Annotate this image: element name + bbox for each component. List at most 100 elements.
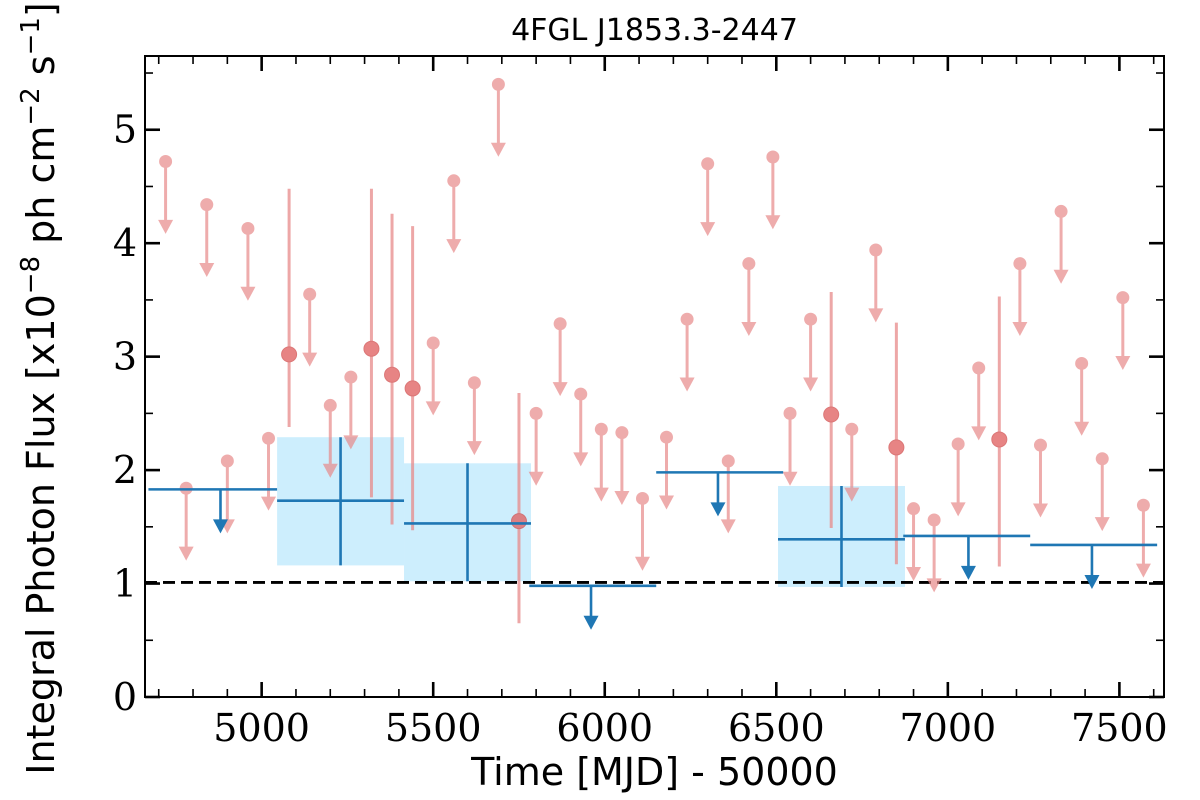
y-tick-label: 2	[113, 448, 137, 492]
short-upper-limit-3	[178, 481, 194, 561]
long-upper-limit-1	[529, 584, 657, 630]
short-ul-point	[467, 376, 481, 390]
short-ul-arrowhead	[971, 426, 987, 441]
long-upper-limit-2	[656, 471, 784, 517]
short-ul-point	[869, 243, 883, 257]
short-ul-arrowhead	[322, 463, 338, 478]
short-ul-point	[972, 361, 986, 375]
short-ul-arrowhead	[1032, 503, 1048, 518]
short-detection-1	[363, 188, 380, 498]
short-upper-limit-29	[906, 502, 922, 582]
axis-ticks: 5000 5500 6000 6500 7000 7500 0 1 2 3 4 5	[113, 56, 1168, 750]
short-ul-arrowhead	[720, 519, 736, 534]
short-ul-arrowhead	[700, 222, 716, 237]
long-ul-arrowhead	[583, 615, 599, 630]
short-ul-arrowhead	[782, 471, 798, 486]
long-upper-limit-4	[1030, 543, 1158, 589]
short-ul-point	[1116, 291, 1130, 305]
short-upper-limit-5	[261, 431, 277, 511]
short-ul-arrowhead	[950, 502, 966, 517]
short-upper-limit-15	[573, 387, 589, 467]
short-ul-point	[447, 174, 461, 188]
short-ul-point	[529, 406, 543, 420]
long-detection-1	[404, 463, 531, 582]
short-upper-limit-12	[490, 77, 506, 157]
long-upper-limit-0	[148, 488, 278, 534]
short-det-point	[823, 406, 840, 423]
short-upper-limit-28	[868, 243, 884, 323]
short-ul-arrowhead	[659, 495, 675, 510]
short-bin-detections	[281, 188, 1008, 624]
short-upper-limit-31	[950, 437, 966, 517]
short-ul-arrowhead	[926, 578, 942, 593]
short-det-point	[991, 431, 1008, 448]
short-ul-arrowhead	[552, 382, 568, 397]
short-detection-7	[991, 296, 1008, 567]
short-upper-limit-9	[425, 336, 441, 416]
short-ul-point	[574, 387, 588, 401]
y-axis-label-mid2: s	[19, 55, 63, 87]
short-ul-arrowhead	[158, 219, 174, 234]
short-upper-limit-17	[614, 426, 630, 505]
short-ul-arrowhead	[573, 452, 589, 467]
long-upper-limit-3	[903, 534, 1031, 580]
short-ul-arrowhead	[425, 401, 441, 416]
short-ul-point	[1013, 257, 1027, 271]
short-ul-point	[951, 437, 965, 451]
long-ul-arrowhead	[212, 519, 228, 534]
short-upper-limit-16	[593, 422, 609, 502]
short-upper-limit-36	[1074, 356, 1090, 436]
short-ul-point	[927, 513, 941, 527]
short-ul-point	[220, 454, 234, 468]
short-ul-point	[845, 422, 859, 436]
short-upper-limit-22	[720, 454, 736, 534]
short-detection-0	[281, 188, 298, 427]
short-ul-point	[426, 336, 440, 350]
short-ul-arrowhead	[1074, 421, 1090, 436]
short-upper-limit-35	[1053, 204, 1069, 284]
short-upper-limit-7	[322, 398, 338, 478]
short-upper-limit-21	[700, 157, 716, 237]
short-upper-limit-13	[528, 406, 544, 486]
short-upper-limit-10	[446, 174, 462, 254]
short-ul-point	[742, 257, 756, 271]
long-ul-arrowhead	[960, 565, 976, 580]
short-upper-limit-0	[158, 155, 174, 234]
short-ul-arrowhead	[1115, 355, 1131, 370]
short-ul-point	[159, 155, 173, 169]
short-ul-point	[344, 370, 358, 384]
short-ul-point	[241, 221, 255, 235]
short-ul-arrowhead	[868, 308, 884, 323]
short-ul-arrowhead	[528, 471, 544, 486]
short-ul-arrowhead	[199, 262, 215, 277]
short-ul-point	[200, 198, 214, 212]
short-ul-point	[766, 150, 780, 164]
short-det-point	[384, 366, 401, 383]
short-det-point	[404, 380, 421, 397]
y-axis-label-mid: ph cm	[19, 126, 63, 256]
x-tick-label: 6500	[728, 706, 825, 750]
y-tick-label: 1	[113, 562, 137, 606]
short-ul-point	[907, 502, 921, 516]
short-det-point	[363, 340, 380, 357]
short-ul-point	[594, 422, 608, 436]
y-axis-label-exp2: −2	[16, 87, 46, 125]
short-ul-point	[1033, 438, 1047, 452]
x-tick-label: 7000	[899, 706, 996, 750]
short-upper-limit-39	[1135, 498, 1151, 578]
short-ul-arrowhead	[1135, 563, 1151, 578]
x-axis-label: Time [MJD] - 50000	[470, 750, 838, 794]
short-detection-2	[384, 213, 401, 525]
short-upper-limit-18	[634, 491, 650, 571]
plot-frame	[144, 55, 1165, 698]
short-ul-point	[635, 491, 649, 505]
long-detection-2	[778, 485, 905, 587]
y-axis-label: Integral Photon Flux [x10−8 ph cm−2 s−1]	[16, 2, 63, 775]
long-bin-detections	[277, 437, 905, 587]
short-ul-arrowhead	[634, 556, 650, 571]
short-ul-arrowhead	[261, 496, 277, 511]
short-upper-limit-1	[199, 198, 215, 277]
y-tick-label: 3	[113, 335, 137, 379]
short-ul-arrowhead	[490, 142, 506, 157]
short-ul-arrowhead	[1094, 517, 1110, 532]
